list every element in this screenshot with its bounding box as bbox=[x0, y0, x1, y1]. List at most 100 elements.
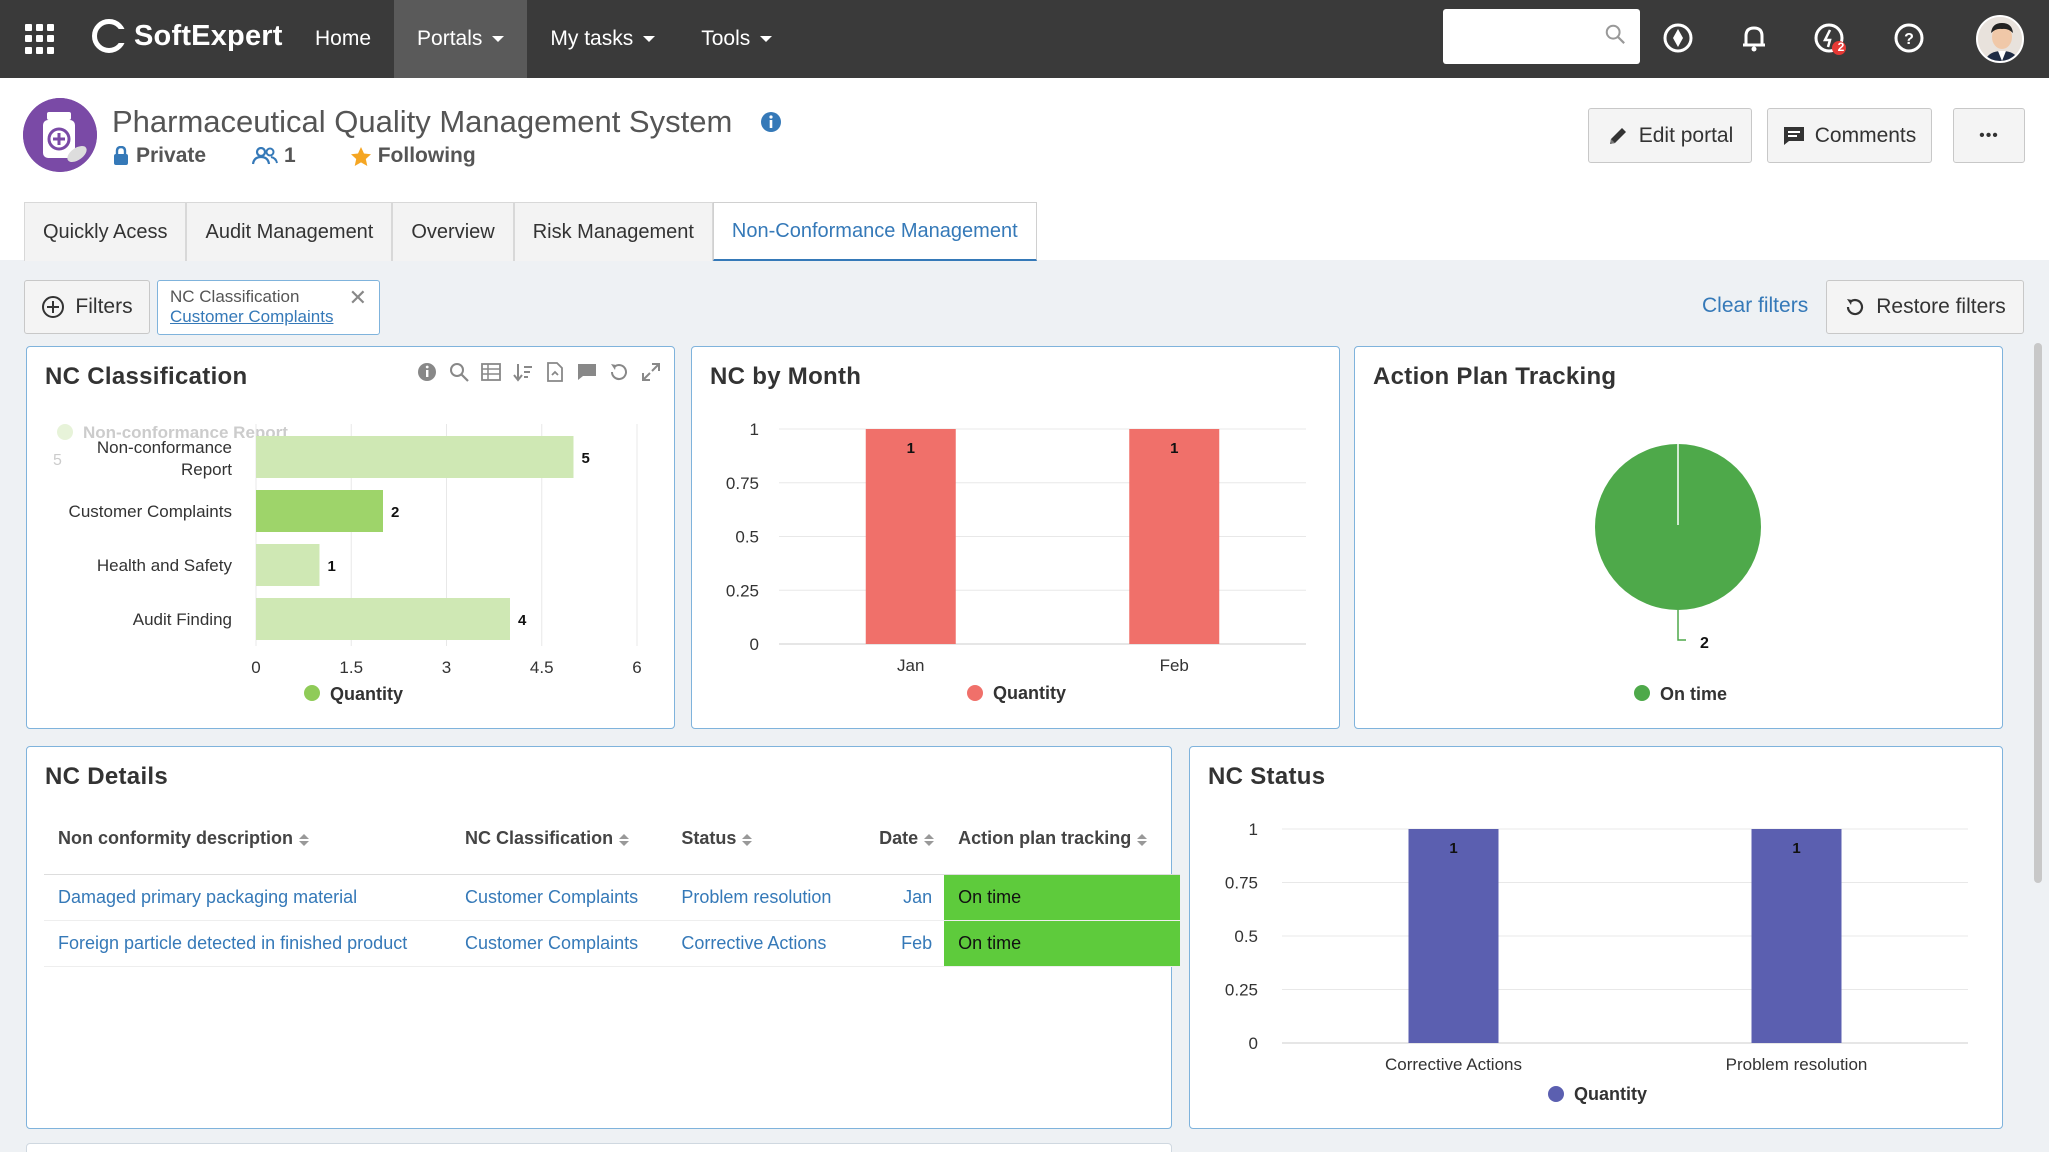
y-tick-label: 0.75 bbox=[726, 474, 759, 493]
cell-date[interactable]: Feb bbox=[862, 920, 945, 967]
page-scrollbar[interactable] bbox=[2034, 343, 2042, 883]
expand-icon[interactable] bbox=[640, 361, 662, 383]
global-search bbox=[1443, 9, 1640, 64]
category-label: Problem resolution bbox=[1726, 1055, 1868, 1074]
refresh-icon[interactable] bbox=[608, 361, 630, 383]
data-label: 1 bbox=[1449, 840, 1457, 857]
follow-toggle[interactable]: Following bbox=[350, 144, 476, 168]
nav-portals[interactable]: Portals bbox=[394, 0, 528, 78]
cell-date[interactable]: Jan bbox=[862, 874, 945, 921]
softexpert-logo[interactable]: SoftExpert bbox=[92, 19, 283, 53]
help-icon[interactable]: ? bbox=[1891, 20, 1927, 56]
export-icon[interactable] bbox=[544, 361, 566, 383]
edit-portal-button[interactable]: Edit portal bbox=[1588, 108, 1752, 163]
info-icon[interactable] bbox=[416, 361, 438, 383]
cell-action-plan: On time bbox=[944, 920, 1180, 967]
clear-filters-link[interactable]: Clear filters bbox=[1702, 294, 1809, 317]
restore-filters-button[interactable]: Restore filters bbox=[1826, 280, 2024, 334]
sort-icon[interactable] bbox=[924, 833, 935, 846]
cell-classification[interactable]: Customer Complaints bbox=[451, 920, 668, 967]
search-icon[interactable] bbox=[448, 361, 470, 383]
alerts-icon[interactable] bbox=[1811, 20, 1847, 56]
data-label: 1 bbox=[1792, 840, 1800, 857]
data-label: 2 bbox=[391, 504, 399, 521]
more-options-button[interactable]: ••• bbox=[1953, 108, 2025, 163]
next-panel-edge bbox=[26, 1143, 1172, 1152]
members-count[interactable]: 1 bbox=[252, 144, 296, 168]
column-header-classification[interactable]: NC Classification bbox=[451, 804, 668, 875]
category-label: Report bbox=[181, 460, 232, 479]
portal-meta: Private 1 Following bbox=[112, 144, 508, 168]
action-plan-tracking-panel: Action Plan Tracking 2 On time bbox=[1354, 346, 2003, 729]
y-tick-label: 0.5 bbox=[735, 528, 759, 547]
tab-quickly-access[interactable]: Quickly Acess bbox=[24, 202, 187, 261]
cell-classification[interactable]: Customer Complaints bbox=[451, 874, 668, 921]
comment-icon bbox=[1783, 126, 1804, 145]
bar bbox=[1408, 829, 1499, 1043]
column-header-description[interactable]: Non conformity description bbox=[44, 804, 452, 875]
comments-button[interactable]: Comments bbox=[1767, 108, 1932, 163]
tab-risk-management[interactable]: Risk Management bbox=[513, 202, 713, 261]
chevron-down-icon bbox=[760, 36, 773, 42]
tab-overview[interactable]: Overview bbox=[392, 202, 514, 261]
info-icon[interactable] bbox=[760, 111, 782, 133]
page-title: Pharmaceutical Quality Management System bbox=[112, 104, 733, 139]
app-grid-icon[interactable] bbox=[25, 24, 55, 54]
chevron-down-icon bbox=[492, 36, 505, 42]
search-input[interactable] bbox=[1443, 9, 1593, 62]
sort-icon[interactable] bbox=[1137, 833, 1148, 846]
cell-description[interactable]: Damaged primary packaging material bbox=[44, 874, 452, 921]
cell-description[interactable]: Foreign particle detected in finished pr… bbox=[44, 920, 452, 967]
cell-status[interactable]: Problem resolution bbox=[667, 874, 863, 921]
nav-tools[interactable]: Tools bbox=[678, 0, 795, 78]
plus-circle-icon bbox=[42, 296, 65, 318]
ghost-value-label: 5 bbox=[53, 452, 62, 469]
filter-chip-key: NC Classification bbox=[170, 287, 300, 306]
table-row[interactable]: Foreign particle detected in finished pr… bbox=[44, 920, 1180, 967]
pie-connector bbox=[1677, 610, 1686, 641]
main-nav: Home Portals My tasks Tools bbox=[292, 0, 795, 78]
filter-chip-value[interactable]: Customer Complaints bbox=[170, 307, 334, 326]
category-label: Customer Complaints bbox=[69, 502, 232, 521]
bar bbox=[1129, 429, 1220, 644]
table-row[interactable]: Damaged primary packaging material Custo… bbox=[44, 874, 1180, 921]
nav-home[interactable]: Home bbox=[315, 27, 372, 50]
users-icon bbox=[252, 147, 279, 165]
compass-icon[interactable] bbox=[1660, 20, 1696, 56]
nc-status-chart: 0 0.25 0.5 0.75 1 1 Corrective Actions 1 Problem… bbox=[1225, 820, 1968, 1104]
tab-audit-management[interactable]: Audit Management bbox=[186, 202, 393, 261]
bell-icon[interactable] bbox=[1736, 20, 1772, 56]
comment-icon[interactable] bbox=[576, 361, 598, 383]
column-header-action-plan[interactable]: Action plan tracking bbox=[944, 804, 1180, 875]
data-label: 4 bbox=[518, 612, 527, 629]
sort-icon[interactable] bbox=[742, 833, 753, 846]
nav-my-tasks[interactable]: My tasks bbox=[527, 0, 678, 78]
sort-icon[interactable] bbox=[299, 833, 310, 846]
sort-icon[interactable] bbox=[512, 361, 534, 383]
table-header-row: Non conformity description NC Classifica… bbox=[44, 804, 1180, 875]
filter-chip[interactable]: NC Classification Customer Complaints ✕ bbox=[157, 280, 380, 335]
table-icon[interactable] bbox=[480, 361, 502, 383]
sort-icon[interactable] bbox=[619, 833, 630, 846]
legend-label: Quantity bbox=[993, 683, 1066, 703]
tab-non-conformance-management[interactable]: Non-Conformance Management bbox=[712, 202, 1037, 261]
star-icon bbox=[350, 146, 371, 166]
logo-mark-icon bbox=[92, 19, 130, 53]
close-icon[interactable]: ✕ bbox=[348, 285, 367, 310]
column-header-status[interactable]: Status bbox=[667, 804, 863, 875]
brand-name: SoftExpert bbox=[134, 19, 283, 52]
legend-label: Quantity bbox=[1574, 1084, 1647, 1104]
cell-status[interactable]: Corrective Actions bbox=[667, 920, 863, 967]
column-header-date[interactable]: Date bbox=[862, 804, 945, 875]
legend-label: On time bbox=[1660, 684, 1727, 704]
pencil-icon bbox=[1609, 127, 1626, 144]
panel-toolbar bbox=[416, 361, 662, 383]
filters-button[interactable]: Filters bbox=[24, 280, 150, 334]
bar bbox=[1751, 829, 1842, 1043]
category-label: Audit Finding bbox=[133, 610, 232, 629]
user-avatar[interactable] bbox=[1976, 15, 2024, 63]
nc-classification-panel: NC Classification Non-conformance Report… bbox=[26, 346, 675, 729]
category-label: Feb bbox=[1160, 656, 1189, 675]
y-tick-label: 0.5 bbox=[1234, 927, 1258, 946]
search-icon[interactable] bbox=[1604, 23, 1626, 45]
